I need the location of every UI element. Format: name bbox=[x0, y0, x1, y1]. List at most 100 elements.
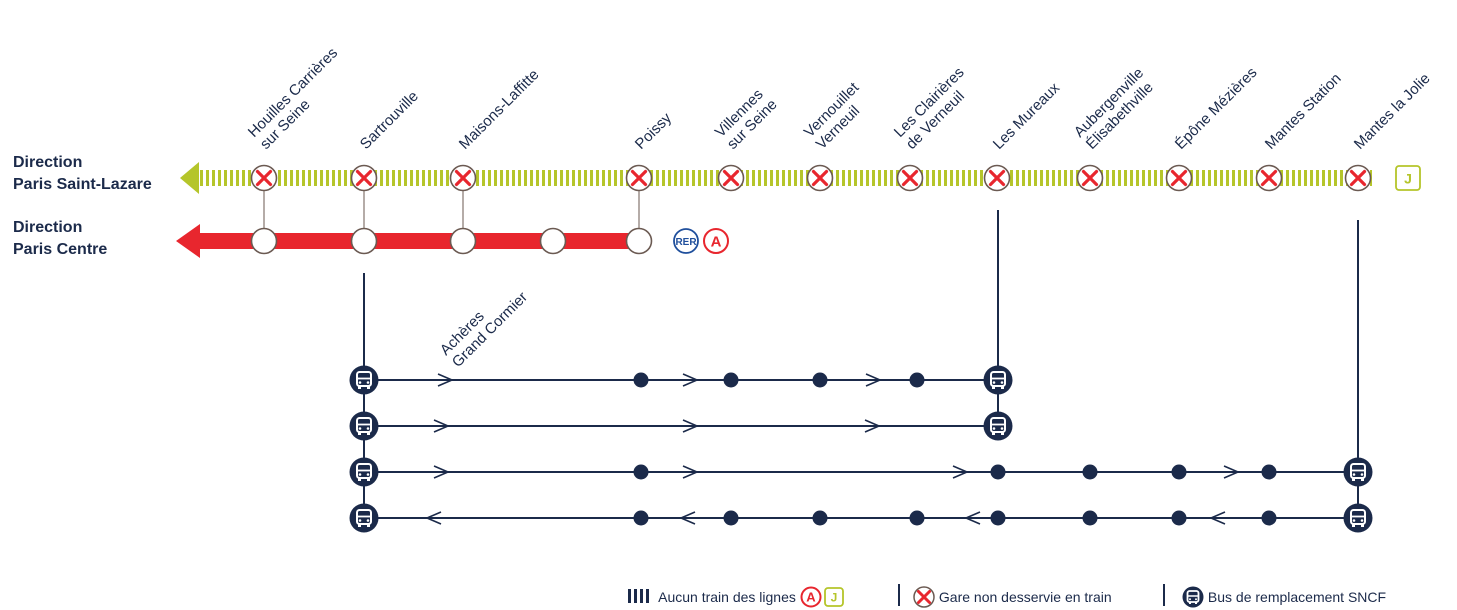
station-label-mureaux: Les Mureaux bbox=[990, 79, 1064, 153]
bus-route-3 bbox=[349, 457, 1373, 487]
no-train-hatch-icon bbox=[628, 589, 649, 603]
legend-separator-2 bbox=[1163, 584, 1165, 606]
bus-icon-light bbox=[366, 381, 370, 384]
direction-saint-lazare-line2: Paris Saint-Lazare bbox=[13, 176, 152, 193]
rer-a-station-3 bbox=[539, 227, 567, 255]
station-label-poissy: Poissy bbox=[632, 109, 676, 153]
bus-stop-dot bbox=[909, 510, 925, 526]
bus-icon-wheel bbox=[1001, 386, 1004, 389]
rer-a-station-2 bbox=[449, 227, 477, 255]
direction-arrow bbox=[963, 511, 981, 525]
bus-icon-circle bbox=[1343, 457, 1373, 487]
bus-icon-light bbox=[1000, 427, 1004, 430]
bus-icon bbox=[983, 411, 1013, 441]
bus-icon-wheel bbox=[358, 478, 361, 481]
bus-icon-light bbox=[358, 427, 362, 430]
bus-icon bbox=[349, 503, 379, 533]
rer-a-badge-ring bbox=[703, 228, 729, 254]
cross-stroke bbox=[1260, 169, 1278, 187]
bus-icon-circle bbox=[349, 411, 379, 441]
rer-badge-ring bbox=[673, 228, 699, 254]
legend-bus: Bus de remplacement SNCF bbox=[1182, 586, 1386, 608]
bus-icon-wheel bbox=[367, 524, 370, 527]
bus-icon-wheel bbox=[367, 386, 370, 389]
bus-stop-dot bbox=[990, 510, 1006, 526]
station-label-vernouillet: VernouilletVerneuil bbox=[801, 79, 875, 153]
direction-arrow bbox=[433, 419, 451, 433]
bus-stop-dot bbox=[990, 464, 1006, 480]
legend-no-train-text: Aucun train des lignes bbox=[658, 589, 796, 605]
station-label-line: Poissy bbox=[632, 109, 676, 153]
bus-icon-wheel bbox=[1001, 432, 1004, 435]
station-label-villennes: Villennessur Seine bbox=[712, 84, 781, 153]
station-closed-vernouillet bbox=[806, 164, 834, 192]
bus-icon bbox=[349, 411, 379, 441]
rer-a-arrowhead bbox=[176, 224, 200, 258]
direction-arrow bbox=[437, 373, 455, 387]
bus-icon-light bbox=[1360, 519, 1364, 522]
bus-icon bbox=[983, 365, 1013, 395]
station-closed-epone bbox=[1165, 164, 1193, 192]
bus-icon-light bbox=[358, 519, 362, 522]
bus-icon-circle bbox=[349, 365, 379, 395]
rer-a-badge: A bbox=[711, 234, 722, 251]
direction-arrow bbox=[433, 465, 451, 479]
station-closed-clairieres bbox=[896, 164, 924, 192]
bus-icon-light bbox=[366, 427, 370, 430]
bus-stop-dot bbox=[633, 372, 649, 388]
rer-badge: RER bbox=[675, 237, 697, 248]
legend-not-served-text: Gare non desservie en train bbox=[938, 589, 1112, 605]
direction-saint-lazare-label: Direction Paris Saint-Lazare bbox=[13, 152, 152, 196]
station-closed-mantes_station bbox=[1255, 164, 1283, 192]
legend-not-served: Gare non desservie en train bbox=[913, 586, 1112, 608]
cross-stroke bbox=[355, 169, 373, 187]
station-closed-houilles bbox=[250, 164, 278, 192]
direction-centre-label: Direction Paris Centre bbox=[13, 217, 107, 261]
cross-stroke bbox=[1349, 169, 1367, 187]
bus-stop-dot bbox=[1261, 464, 1277, 480]
bus-icon-light bbox=[1000, 381, 1004, 384]
bus-stop-dot bbox=[812, 510, 828, 526]
bus-route-4 bbox=[349, 503, 1373, 533]
bus-icon bbox=[349, 365, 379, 395]
bus-icon-wheel bbox=[367, 432, 370, 435]
bus-icon bbox=[1343, 457, 1373, 487]
bus-icon bbox=[1182, 586, 1204, 608]
cross-stroke bbox=[1170, 169, 1188, 187]
bus-stop-dot bbox=[723, 510, 739, 526]
bus-icon-circle bbox=[349, 503, 379, 533]
bus-icon bbox=[349, 457, 379, 487]
bus-stop-dot bbox=[1082, 464, 1098, 480]
bus-icon-light bbox=[366, 473, 370, 476]
station-closed-mantes_jolie bbox=[1344, 164, 1372, 192]
bus-stop-dot bbox=[633, 510, 649, 526]
bus-icon-light bbox=[358, 381, 362, 384]
direction-arrow bbox=[1208, 511, 1226, 525]
direction-centre-line1: Direction bbox=[13, 219, 83, 236]
bus-icon-light bbox=[358, 473, 362, 476]
bus-icon bbox=[1343, 503, 1373, 533]
acheres-label: AchèresGrand Cormier bbox=[437, 277, 531, 371]
bus-icon-light bbox=[1352, 519, 1356, 522]
station-closed-icon bbox=[913, 586, 935, 608]
bus-stop-dot bbox=[1171, 464, 1187, 480]
station-label-epone: Épône Mézières bbox=[1172, 64, 1261, 153]
cross-stroke bbox=[255, 169, 273, 187]
direction-arrow bbox=[682, 419, 700, 433]
bus-icon-circle bbox=[983, 365, 1013, 395]
bus-stop-dot bbox=[633, 464, 649, 480]
station-label-line: Sartrouville bbox=[357, 88, 422, 153]
line-j-badge: J bbox=[1404, 171, 1412, 187]
bus-icon-light bbox=[366, 519, 370, 522]
bus-icon-light bbox=[992, 381, 996, 384]
cross-stroke bbox=[454, 169, 472, 187]
bus-stop-dot bbox=[812, 372, 828, 388]
bus-icon-wheel bbox=[367, 478, 370, 481]
station-label-line: Les Mureaux bbox=[990, 79, 1064, 153]
cross-stroke bbox=[1081, 169, 1099, 187]
station-closed-aubergenville bbox=[1076, 164, 1104, 192]
station-label-houilles: Houilles Carrièressur Seine bbox=[245, 44, 353, 152]
station-label-line: Mantes Station bbox=[1262, 70, 1345, 153]
station-label-line: Mantes la Jolie bbox=[1351, 70, 1434, 153]
